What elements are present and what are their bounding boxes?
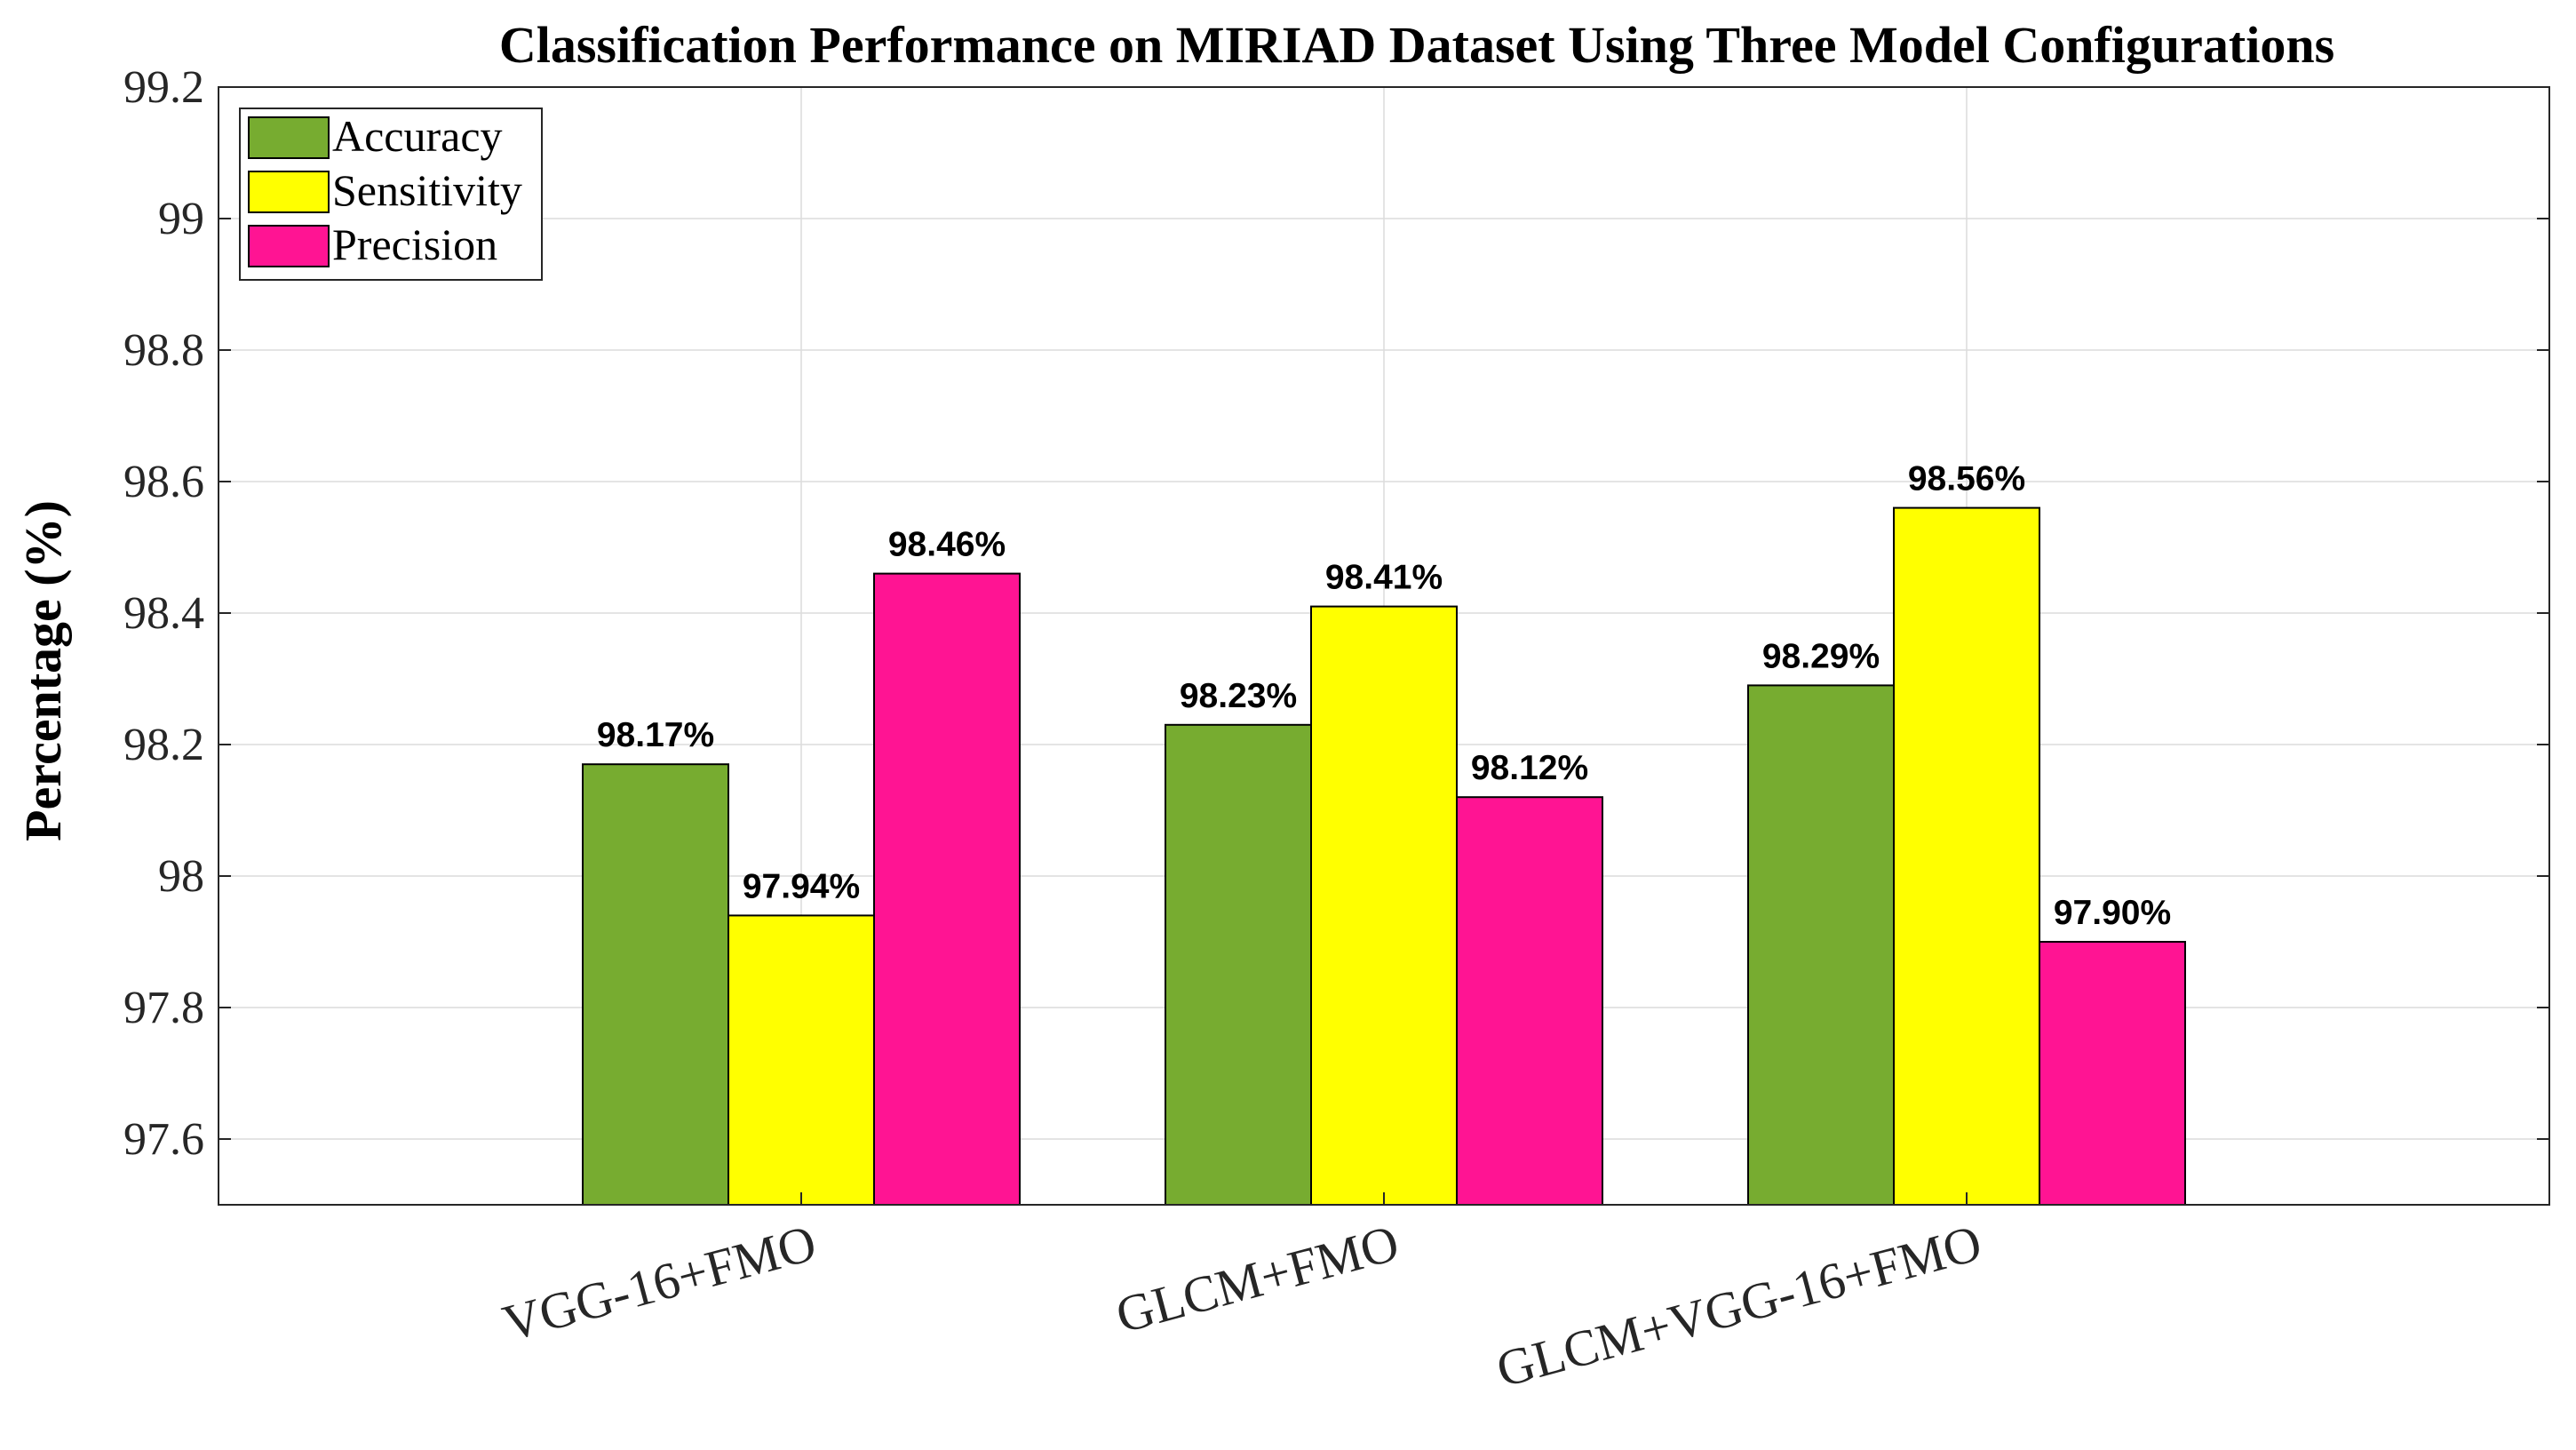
bar-precision-1 — [873, 572, 1021, 1206]
y-tick-label: 98.6 — [123, 457, 204, 507]
y-tick-label: 99.2 — [123, 62, 204, 113]
data-label: 98.17% — [597, 716, 714, 754]
y-tick-label: 97.6 — [123, 1114, 204, 1165]
bar-sensitivity-3 — [1893, 506, 2040, 1206]
legend-label-accuracy: Accuracy — [332, 111, 503, 161]
bar-sensitivity-2 — [1310, 605, 1458, 1206]
bars — [582, 506, 2186, 1207]
bar-accuracy-3 — [1747, 684, 1895, 1206]
data-label: 97.94% — [743, 867, 860, 905]
bar-sensitivity-1 — [727, 914, 875, 1207]
bar-precision-3 — [2039, 941, 2186, 1206]
y-axis-label: Percentage (%) — [14, 500, 72, 841]
legend-swatch-precision — [248, 225, 330, 267]
chart-title: Classification Performance on MIRIAD Dat… — [499, 16, 2334, 74]
y-tick-label: 98.8 — [123, 325, 204, 376]
legend-label-sensitivity: Sensitivity — [332, 165, 522, 215]
legend-label-precision: Precision — [332, 219, 497, 269]
legend-swatch-sensitivity — [248, 171, 330, 213]
bar-accuracy-2 — [1165, 723, 1312, 1206]
data-labels: 98.17% 97.94% 98.46% 98.23% 98.41% 98.12% 98.2… — [597, 460, 2171, 932]
data-label: 98.12% — [1471, 749, 1588, 787]
data-label: 98.23% — [1180, 677, 1297, 715]
data-label: 98.46% — [888, 526, 1006, 564]
y-tick-label: 98.4 — [123, 588, 204, 639]
data-label: 98.29% — [1762, 637, 1880, 675]
data-label: 98.41% — [1325, 559, 1443, 597]
bar-accuracy-1 — [582, 763, 729, 1206]
y-tick-label: 98.2 — [123, 720, 204, 770]
bar-precision-2 — [1456, 796, 1603, 1206]
y-tick-label: 99 — [158, 194, 204, 244]
y-tick-label: 98 — [158, 851, 204, 902]
data-label: 97.90% — [2054, 894, 2171, 932]
data-label: 98.56% — [1908, 460, 2025, 498]
y-axis-ticks: 97.6 97.8 98 98.2 98.4 98.6 98.8 99 99.2 — [123, 62, 2549, 1165]
y-tick-label: 97.8 — [123, 983, 204, 1033]
legend-swatch-accuracy — [248, 116, 330, 159]
